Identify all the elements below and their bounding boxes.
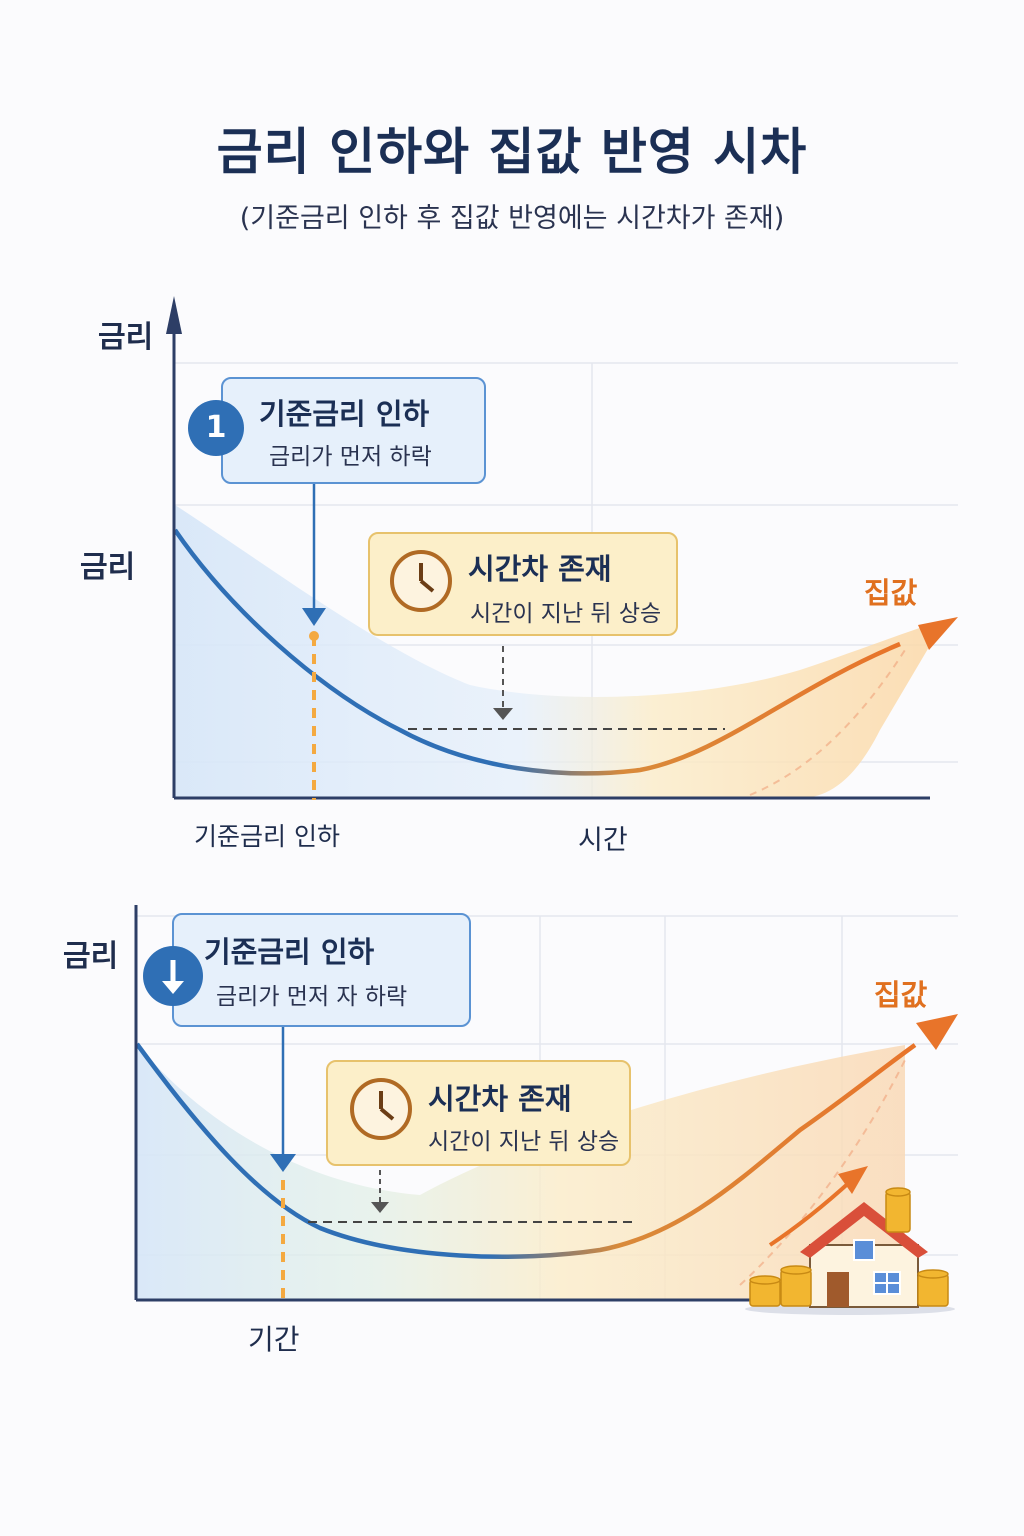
rate-cut-box-1: 기준금리 인하 금리가 먼저 하락 <box>221 377 486 484</box>
rate-price-curve-2 <box>135 1042 917 1260</box>
arrow-head-1 <box>918 617 958 650</box>
pointer-head-2 <box>270 1154 296 1172</box>
step-badge: 1 <box>188 400 244 456</box>
down-arrow-icon <box>143 946 203 1006</box>
rate-cut-box-2: 기준금리 인하 금리가 먼저 자 하락 <box>172 913 471 1027</box>
axes-1 <box>166 296 930 800</box>
coin-stack-icon <box>749 1187 949 1307</box>
time-lag-box-head: 시간차 존재 <box>468 552 612 586</box>
y-axis-label-2: 금리 <box>63 939 119 974</box>
clock-icon <box>390 550 452 612</box>
house-price-label-2: 집값 <box>874 978 928 1012</box>
house-price-label-1: 집값 <box>864 576 918 610</box>
time-lag-box-sub: 시간이 지난 뒤 상승 <box>470 601 662 627</box>
house-icon <box>745 1190 955 1315</box>
projection-line-1 <box>749 649 906 796</box>
rate-price-curve-1 <box>173 528 901 776</box>
pointer-head-1 <box>302 608 326 626</box>
clock-icon <box>350 1078 412 1140</box>
time-lag-box-head: 시간차 존재 <box>428 1082 572 1116</box>
area-fill-2 <box>137 1044 905 1300</box>
y-axis-label-1: 금리 <box>98 320 154 355</box>
page-subtitle: (기준금리 인하 후 집값 반영에는 시간차가 존재) <box>239 203 785 234</box>
growth-arrow-2 <box>768 1178 854 1247</box>
rate-cut-box-head: 기준금리 인하 <box>204 935 375 969</box>
arrow-head-2 <box>916 1014 958 1050</box>
area-fill-1 <box>175 505 945 798</box>
rate-cut-box-sub: 금리가 먼저 하락 <box>269 444 432 470</box>
time-lag-box-1: 시간차 존재 시간이 지난 뒤 상승 <box>368 532 678 636</box>
x-axis-label-time: 시간 <box>578 825 628 856</box>
page-title: 금리 인하와 집값 반영 시차 <box>216 123 808 181</box>
time-lag-box-sub: 시간이 지난 뒤 상승 <box>428 1129 620 1155</box>
rate-cut-box-head: 기준금리 인하 <box>259 397 430 431</box>
projection-line-2 <box>739 1059 906 1286</box>
rate-label-1: 금리 <box>80 550 136 585</box>
x-axis-label-period: 기간 <box>248 1323 300 1356</box>
axes-2 <box>134 905 780 1302</box>
time-lag-box-2: 시간차 존재 시간이 지난 뒤 상승 <box>326 1060 631 1166</box>
rate-cut-box-sub: 금리가 먼저 자 하락 <box>216 984 408 1010</box>
x-label-rate-cut: 기준금리 인하 <box>194 822 340 851</box>
